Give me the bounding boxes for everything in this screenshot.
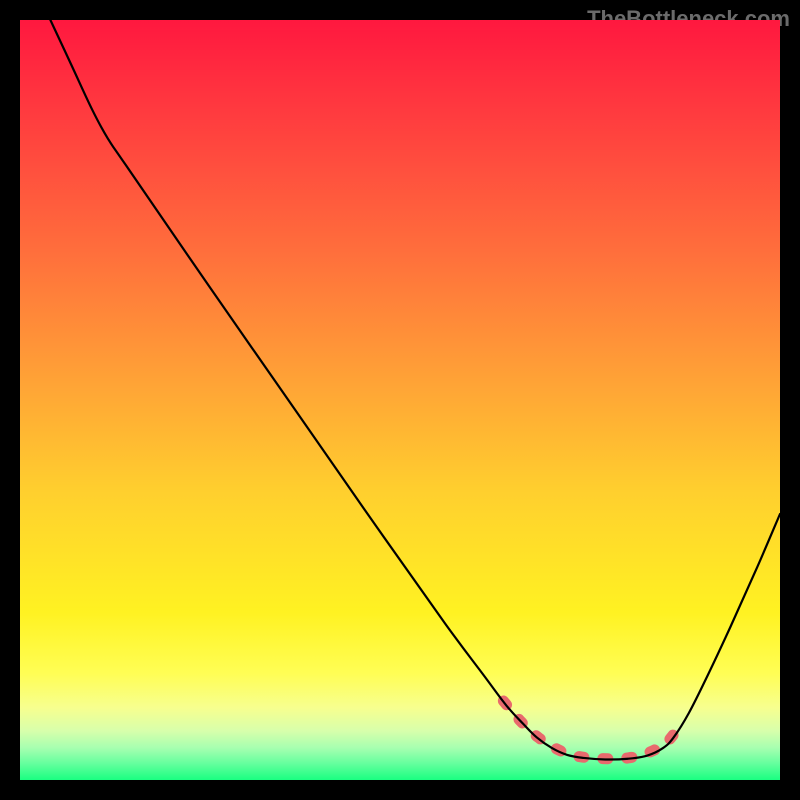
chart-container: TheBottleneck.com [0,0,800,800]
chart-svg [20,20,780,780]
gradient-background [20,20,780,780]
